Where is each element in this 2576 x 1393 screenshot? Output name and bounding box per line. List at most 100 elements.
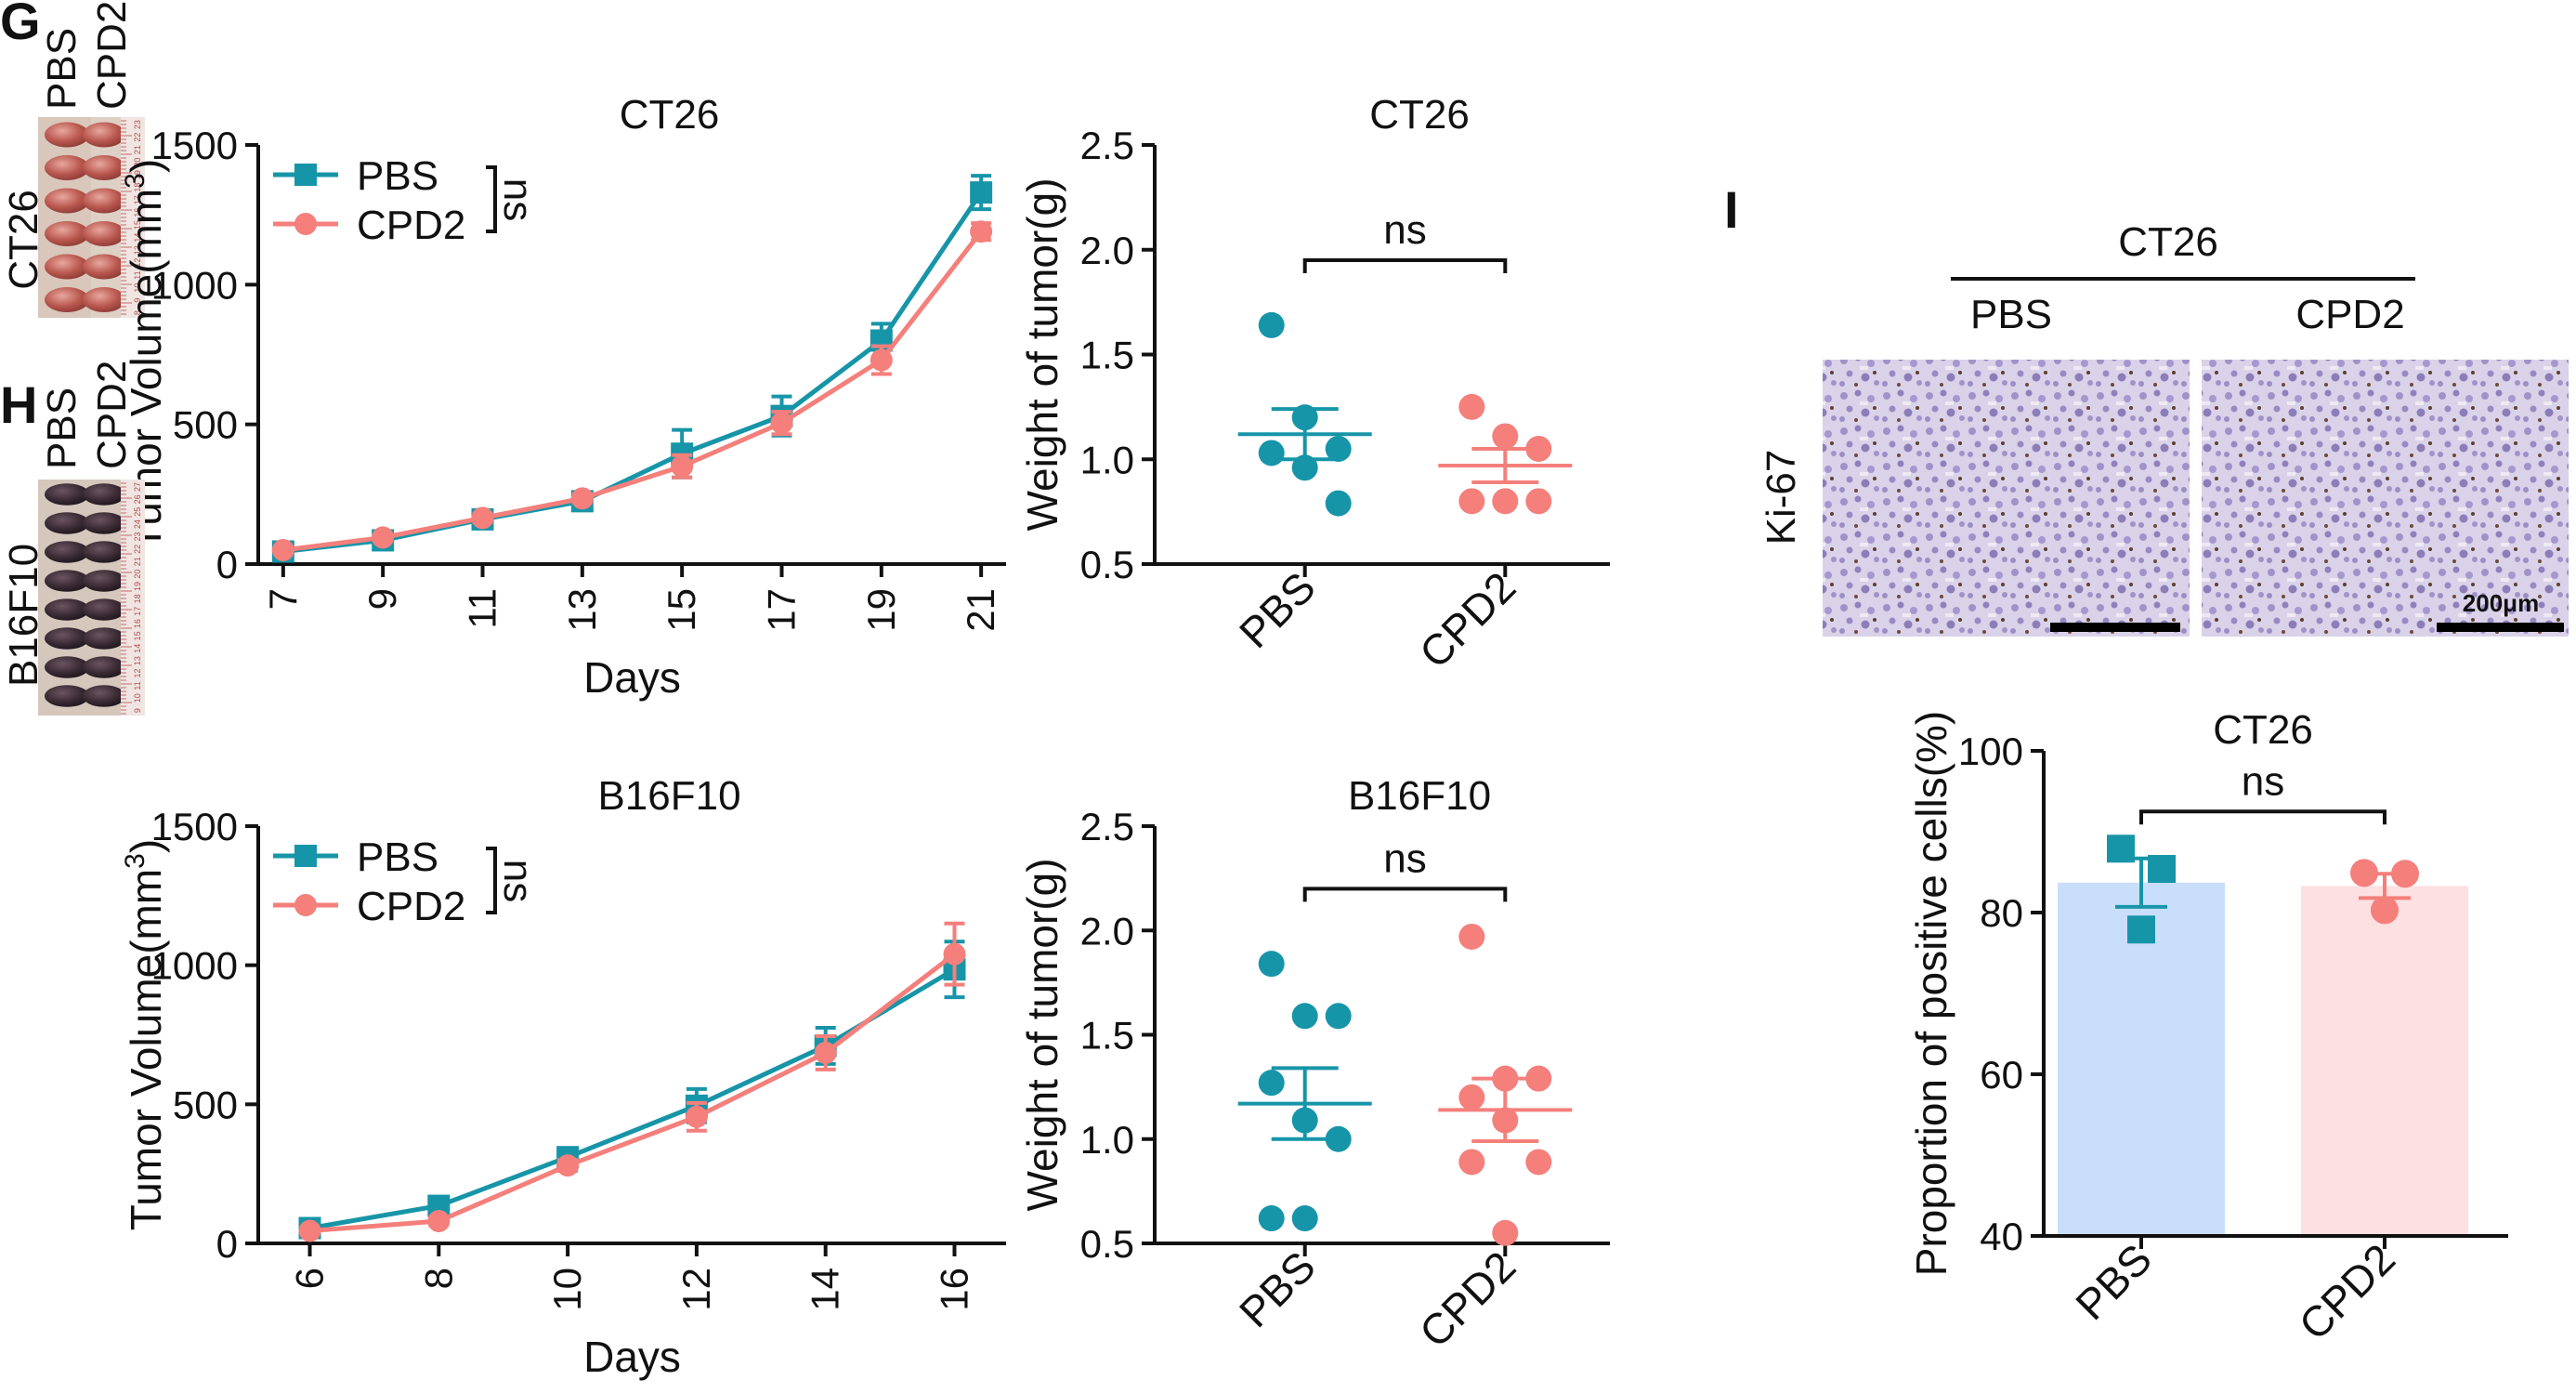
y-tick-label: 40 bbox=[1980, 1215, 2023, 1258]
tumor-cpd2 bbox=[83, 570, 125, 592]
ruler-number: 20 bbox=[133, 158, 142, 167]
tumor-pbs bbox=[45, 155, 89, 180]
data-point-cpd2 bbox=[943, 942, 966, 966]
tumor-samples bbox=[45, 122, 125, 312]
significance-label: ns bbox=[1383, 207, 1426, 253]
tumor-cpd2 bbox=[83, 254, 125, 280]
tumor-cpd2 bbox=[83, 598, 125, 621]
y-axis-label: Weight of tumor(g) bbox=[1018, 177, 1066, 531]
ruler-number: 24 bbox=[133, 519, 142, 529]
tumor-pbs bbox=[45, 512, 89, 534]
significance-bracket bbox=[1302, 887, 1508, 902]
series-line-pbs bbox=[282, 191, 984, 554]
chart-title: CT26 bbox=[1369, 92, 1470, 138]
ruler-number: 20 bbox=[133, 570, 142, 579]
ruler-number: 25 bbox=[133, 507, 142, 517]
chart-title: CT26 bbox=[620, 92, 720, 138]
legend-marker bbox=[294, 894, 317, 916]
tumor-pbs bbox=[45, 188, 89, 214]
y-tick-label: 1.0 bbox=[1080, 438, 1134, 481]
data-point-cpd2 bbox=[372, 526, 395, 549]
legend-marker bbox=[294, 164, 317, 186]
data-point-cpd2 bbox=[556, 1154, 580, 1177]
tumor-cpd2 bbox=[83, 512, 125, 534]
y-tick-label: 80 bbox=[1980, 891, 2023, 935]
legend-marker bbox=[294, 213, 317, 235]
ruler-number: 15 bbox=[133, 631, 142, 640]
tumor-samples bbox=[45, 483, 125, 707]
x-tick-label: 17 bbox=[760, 588, 804, 632]
data-point-cpd2 bbox=[1458, 923, 1485, 950]
tumor-pbs bbox=[45, 685, 89, 707]
y-axis-label-close: ) bbox=[122, 159, 170, 173]
tumor-cpd2 bbox=[83, 155, 125, 180]
ruler-number: 23 bbox=[133, 532, 142, 541]
y-tick-label: 1000 bbox=[151, 263, 238, 307]
ruler-number: 17 bbox=[133, 195, 142, 204]
data-point-pbs bbox=[1258, 311, 1285, 338]
y-tick-label: 1500 bbox=[151, 805, 238, 848]
y-axis-label-close: ) bbox=[122, 839, 170, 853]
photo-col-label: CPD2 bbox=[89, 361, 135, 469]
significance-bracket bbox=[486, 165, 497, 233]
data-point-pbs bbox=[2127, 915, 2155, 944]
tumor-cpd2 bbox=[83, 188, 125, 214]
data-point-cpd2 bbox=[2350, 859, 2378, 887]
data-point-cpd2 bbox=[471, 506, 494, 530]
x-tick-label: 9 bbox=[360, 588, 404, 610]
series-line-cpd2 bbox=[309, 952, 957, 1234]
x-tick-label: 21 bbox=[959, 588, 1002, 632]
y-tick-label: 2.5 bbox=[1080, 124, 1134, 167]
y-tick-label: 1000 bbox=[151, 944, 238, 988]
ruler-number: 27 bbox=[133, 482, 142, 492]
y-axis-label-main: Tumor Volume(mm bbox=[122, 869, 170, 1230]
ruler-number: 11 bbox=[133, 681, 142, 690]
x-tick-label: 14 bbox=[804, 1268, 847, 1311]
tumor-pbs bbox=[45, 570, 89, 592]
data-point-cpd2 bbox=[685, 1105, 708, 1128]
tumor-pbs bbox=[45, 598, 89, 621]
ruler-number: 21 bbox=[133, 145, 142, 154]
y-tick-label: 0 bbox=[216, 543, 238, 586]
data-point-pbs bbox=[1258, 1205, 1285, 1232]
x-tick-label: 7 bbox=[261, 588, 305, 610]
panel-g: G 23 22 21 20 19 18 17 16 15 14 13 12 11 10 9 8 PBS CPD… bbox=[0, 0, 1610, 702]
data-point-cpd2 bbox=[2371, 896, 2399, 925]
ruler-number: 22 bbox=[133, 545, 142, 554]
data-point-pbs bbox=[2107, 834, 2135, 863]
data-point-pbs bbox=[1258, 440, 1285, 467]
significance-bracket bbox=[1302, 258, 1508, 274]
ruler-number: 10 bbox=[133, 283, 142, 293]
tumor-cpd2 bbox=[83, 685, 125, 707]
x-axis-label: Days bbox=[583, 653, 681, 702]
data-point-cpd2 bbox=[671, 454, 694, 478]
legend-marker bbox=[294, 845, 317, 867]
tumor-cpd2 bbox=[83, 656, 125, 678]
data-point-cpd2 bbox=[271, 538, 294, 561]
y-tick-label: 60 bbox=[1980, 1053, 2023, 1097]
histology-col-label: PBS bbox=[1970, 292, 2052, 337]
tumor-pbs bbox=[45, 541, 89, 563]
ruler-number: 9 bbox=[133, 708, 142, 713]
x-tick-label: 11 bbox=[461, 588, 504, 629]
panel-letter-g: G bbox=[0, 0, 41, 50]
photo-row-label: CT26 bbox=[1, 190, 46, 290]
y-axis-label-superscript: 3 bbox=[120, 853, 150, 869]
data-point-pbs bbox=[2148, 855, 2176, 884]
data-point-pbs bbox=[1291, 1205, 1318, 1232]
chart-ct26-tumor-weight: CT26 0.5 1.0 1.5 2.0 2.5 Weight of tumor(g) PBS… bbox=[1018, 92, 1610, 677]
chart-b16f10-tumor-volume: B16F10 0 500 1000 1500 6 8 10 12 14 16 Days Tumor Vo… bbox=[120, 773, 1006, 1381]
y-tick-label: 1.5 bbox=[1080, 1014, 1134, 1058]
ruler-number: 11 bbox=[133, 270, 142, 279]
ruler-number: 19 bbox=[133, 582, 142, 591]
legend-label: CPD2 bbox=[357, 884, 465, 929]
photo-b16f10: 27 26 25 24 23 22 21 20 19 18 17 16 15 14 13 12 11 10 9 bbox=[38, 480, 145, 716]
ruler-number: 16 bbox=[133, 619, 142, 628]
data-point-cpd2 bbox=[298, 1219, 321, 1242]
tumor-pbs bbox=[45, 627, 89, 650]
photo-col-label: PBS bbox=[39, 388, 85, 469]
tumor-cpd2 bbox=[83, 122, 125, 148]
y-tick-label: 2.5 bbox=[1080, 805, 1134, 848]
